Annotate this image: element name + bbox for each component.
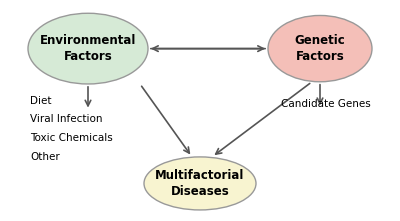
Text: Other: Other [30,152,60,162]
Text: Candidate Genes: Candidate Genes [281,99,371,109]
Text: Genetic
Factors: Genetic Factors [295,34,345,63]
Text: Diet: Diet [30,95,52,106]
Ellipse shape [268,15,372,82]
Ellipse shape [28,13,148,84]
Ellipse shape [144,157,256,210]
Text: Toxic Chemicals: Toxic Chemicals [30,133,113,143]
Text: Environmental
Factors: Environmental Factors [40,34,136,63]
Text: Multifactorial
Diseases: Multifactorial Diseases [155,169,245,198]
Text: Viral Infection: Viral Infection [30,114,102,124]
